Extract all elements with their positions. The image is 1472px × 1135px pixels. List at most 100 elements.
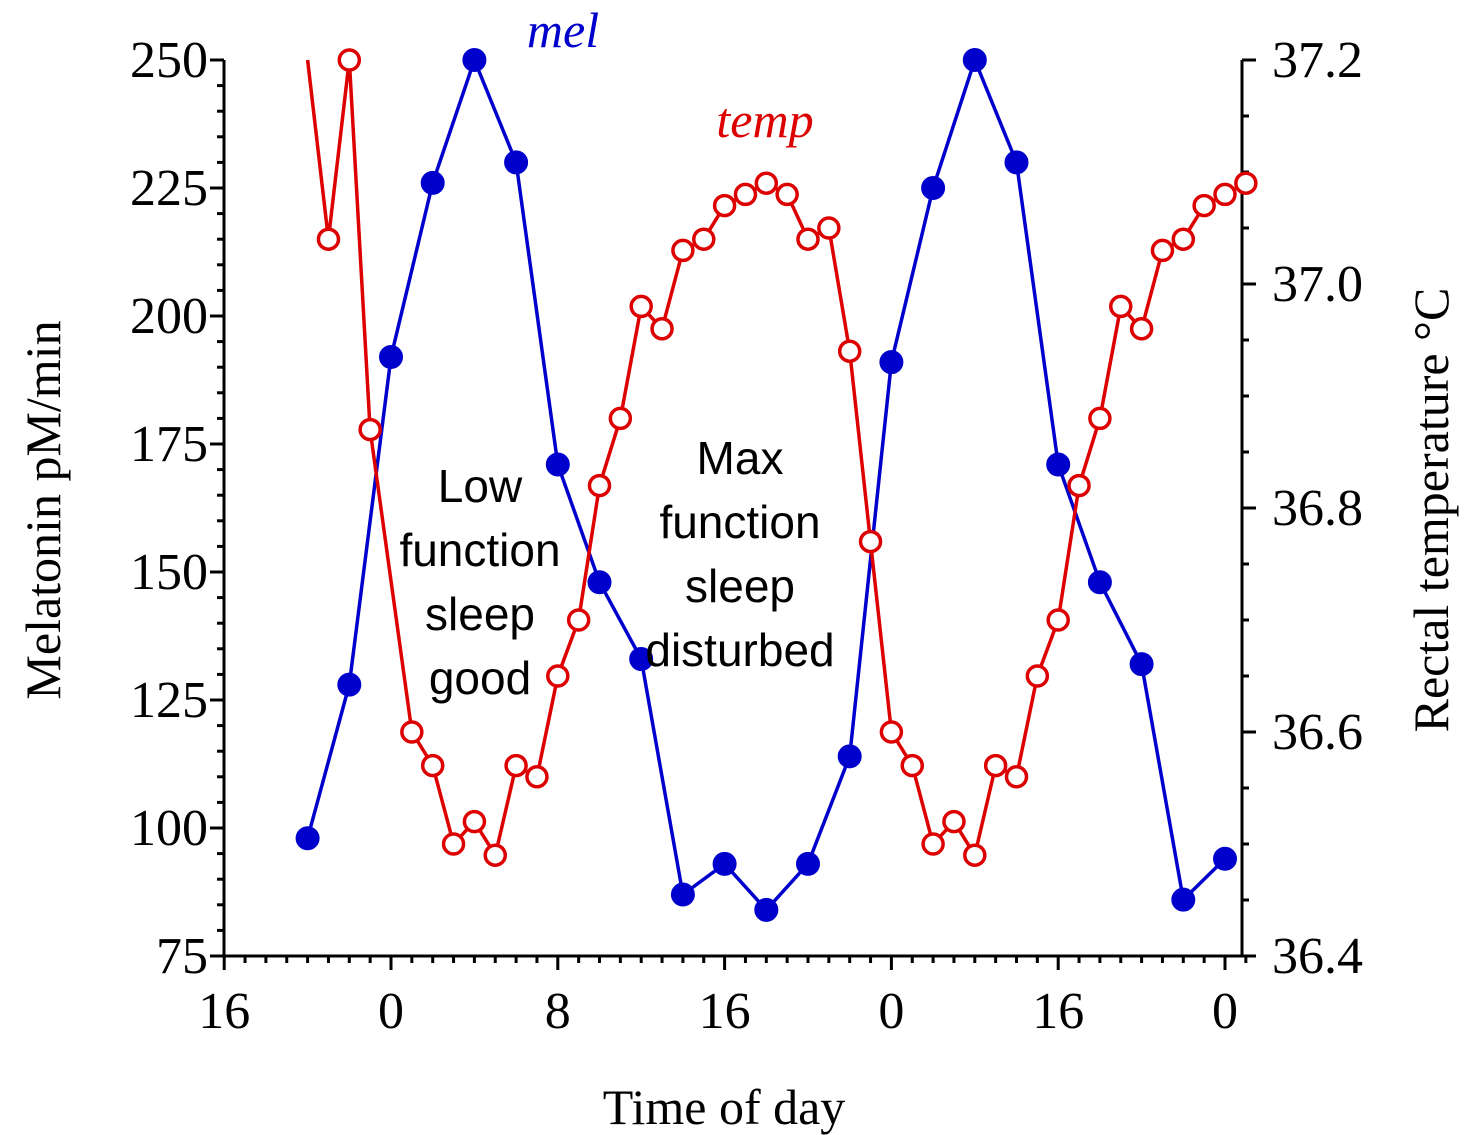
- data-point-temp: [712, 193, 737, 218]
- data-point-temp: [462, 809, 487, 834]
- annotation-line: function: [399, 524, 560, 576]
- data-point-mel: [1046, 452, 1071, 477]
- data-point-mel: [1213, 846, 1237, 871]
- data-point-temp: [1025, 664, 1050, 688]
- y-left-tick-label: 125: [130, 672, 208, 729]
- annotation-line: disturbed: [645, 624, 834, 676]
- x-tick-label: 0: [378, 983, 404, 1040]
- data-point-mel: [462, 48, 487, 72]
- data-point-temp: [316, 227, 341, 251]
- data-point-temp: [1192, 193, 1216, 218]
- data-point-temp: [1004, 765, 1029, 789]
- data-point-temp: [775, 182, 799, 207]
- y-left-tick-label: 100: [130, 800, 208, 857]
- data-point-mel: [1087, 570, 1112, 595]
- data-point-mel: [629, 647, 654, 672]
- axes: 75 100 125 150 175 200 225 250 36.4 36.6 36.8 37.0 3…: [130, 32, 1363, 1040]
- data-point-temp: [837, 339, 862, 363]
- y-right-tick-label: 37.0: [1272, 256, 1363, 313]
- data-point-temp: [942, 809, 966, 834]
- data-point-temp: [1171, 227, 1196, 251]
- data-point-temp: [1129, 317, 1154, 341]
- y-axis-label-left: Melatonin pM/min: [15, 320, 71, 699]
- x-tick-label: 16: [699, 983, 751, 1040]
- y-left-tick-label: 75: [156, 928, 208, 985]
- data-point-temp: [629, 294, 653, 319]
- series-temp: [305, 48, 1258, 867]
- annotation-max-function: Max function sleep disturbed: [645, 432, 834, 676]
- data-point-temp: [400, 720, 424, 744]
- data-point-mel: [379, 344, 403, 369]
- annotation-line: sleep: [685, 560, 795, 612]
- annotation-line: function: [659, 496, 820, 548]
- data-point-temp: [963, 843, 987, 867]
- data-point-temp: [817, 216, 841, 240]
- data-point-temp: [671, 238, 695, 263]
- data-point-temp: [608, 406, 633, 431]
- y-left-tick-label: 250: [130, 32, 208, 89]
- y-right-tick-label: 37.2: [1272, 32, 1363, 89]
- y-right-tick-label: 36.4: [1272, 928, 1363, 985]
- data-point-temp: [358, 417, 382, 442]
- data-point-temp: [692, 227, 716, 251]
- data-point-mel: [1171, 887, 1196, 912]
- data-point-temp: [1109, 294, 1133, 319]
- data-point-mel: [545, 452, 570, 477]
- x-tick-label: 0: [1212, 983, 1238, 1040]
- data-point-mel: [1129, 652, 1154, 677]
- data-point-mel: [962, 48, 987, 72]
- annotation-line: Max: [697, 432, 784, 484]
- data-point-temp: [587, 473, 612, 498]
- data-point-temp: [420, 753, 445, 778]
- annotation-line: good: [429, 652, 531, 704]
- data-point-temp: [733, 182, 758, 207]
- data-point-mel: [754, 897, 779, 922]
- data-point-temp: [1213, 182, 1237, 207]
- data-point-mel: [837, 744, 862, 769]
- data-point-temp: [504, 753, 528, 778]
- data-point-mel: [796, 851, 820, 876]
- series-label-temp: temp: [716, 92, 813, 148]
- data-point-mel: [420, 170, 445, 195]
- data-point-mel: [504, 150, 529, 175]
- data-point-temp: [921, 832, 945, 856]
- data-point-mel: [587, 570, 612, 595]
- data-point-mel: [879, 350, 904, 375]
- data-point-temp: [1234, 171, 1258, 195]
- x-tick-label: 16: [1032, 983, 1084, 1040]
- data-point-temp: [1046, 608, 1070, 632]
- data-point-temp: [1150, 238, 1175, 263]
- data-point-mel: [670, 882, 695, 907]
- data-point-temp: [566, 608, 591, 632]
- x-tick-label: 8: [545, 983, 571, 1040]
- y-left-tick-label: 150: [130, 544, 208, 601]
- data-point-temp: [650, 317, 674, 341]
- series-layer: [295, 48, 1258, 922]
- data-point-temp: [858, 529, 883, 554]
- labels: mel temp Melatonin pM/min Rectal tempera…: [15, 2, 1459, 1135]
- data-point-temp: [337, 48, 362, 72]
- data-point-temp: [879, 720, 904, 744]
- annotation-low-function: Low function sleep good: [399, 460, 560, 704]
- y-right-tick-label: 36.8: [1272, 480, 1363, 537]
- y-right-tick-label: 36.6: [1272, 704, 1363, 761]
- y-axis-label-right: Rectal temperature °C: [1403, 288, 1459, 733]
- data-point-temp: [900, 753, 924, 778]
- data-point-temp: [1067, 473, 1091, 498]
- data-point-temp: [441, 832, 466, 856]
- data-point-mel: [295, 826, 320, 851]
- data-point-mel: [1004, 150, 1029, 175]
- series-label-mel: mel: [527, 2, 599, 58]
- series-mel: [295, 48, 1237, 922]
- y-left-tick-label: 175: [130, 416, 208, 473]
- x-tick-label: 0: [878, 983, 904, 1040]
- y-left-tick-label: 225: [130, 160, 208, 217]
- data-point-temp: [754, 171, 779, 195]
- data-point-temp: [983, 753, 1008, 778]
- data-point-temp: [796, 227, 820, 251]
- x-axis-label: Time of day: [603, 1079, 846, 1135]
- data-point-mel: [337, 672, 362, 697]
- annotation-line: Low: [438, 460, 523, 512]
- annotation-line: sleep: [425, 588, 535, 640]
